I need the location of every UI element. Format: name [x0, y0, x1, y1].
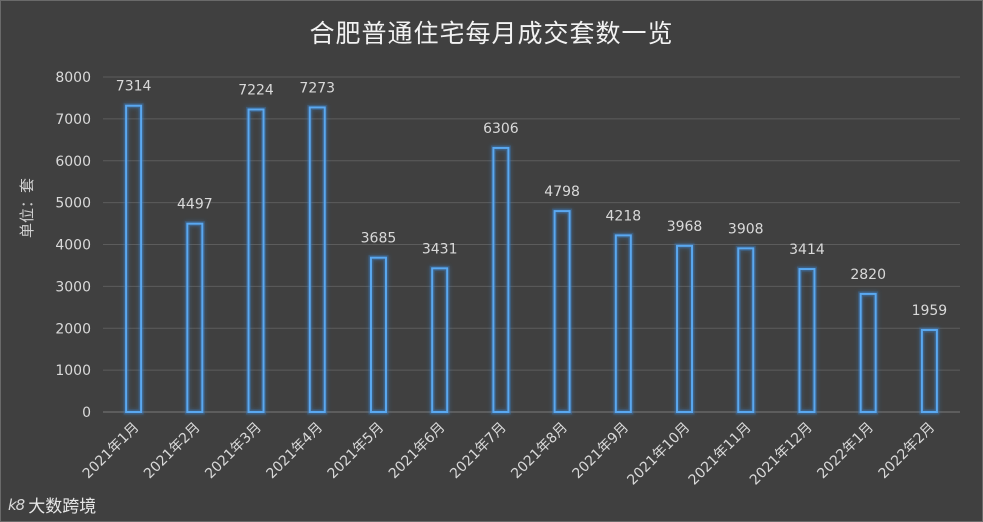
y-tick-labels: 0 1000 2000 3000 4000 5000 6000 7000 8000 [55, 70, 91, 421]
bar-glow [674, 243, 695, 415]
y-tick-label: 3000 [55, 279, 91, 295]
bar [553, 210, 571, 413]
x-tick-label: 2021年12月 [747, 420, 816, 489]
data-label: 1959 [912, 303, 948, 319]
data-labels: 7314 4497 7224 7273 3685 3431 6306 4798 4218 3968… [116, 79, 947, 319]
x-tick-label: 2021年7月 [447, 420, 510, 483]
y-tick-label: 1000 [55, 363, 91, 379]
data-label: 2820 [850, 267, 886, 283]
bar [186, 222, 204, 413]
gridlines [103, 76, 960, 413]
y-tick-label: 7000 [55, 112, 91, 128]
bar [614, 234, 632, 413]
x-tick-label: 2021年11月 [686, 420, 755, 489]
chart-title: 合肥普通住宅每月成交套数一览 [309, 19, 674, 48]
bar [308, 106, 326, 414]
data-label: 4798 [544, 184, 580, 200]
y-tick-label: 8000 [55, 70, 91, 86]
data-label: 3908 [728, 221, 764, 237]
bar [859, 292, 877, 414]
bars [123, 103, 940, 415]
bar-glow [552, 208, 573, 415]
x-tick-label: 2021年9月 [570, 420, 633, 483]
logo-icon: k8 [8, 495, 25, 514]
y-tick-label: 2000 [55, 321, 91, 337]
x-tick-label: 2021年10月 [624, 420, 693, 489]
bar [676, 244, 694, 413]
bar-glow [613, 232, 634, 415]
bar-glow [307, 104, 328, 415]
x-tick-label: 2021年5月 [325, 420, 388, 483]
data-label: 4218 [606, 208, 642, 224]
x-tick-label: 2021年1月 [80, 420, 143, 483]
bar-glow [184, 221, 205, 415]
data-label: 7224 [238, 82, 274, 98]
bar [125, 104, 143, 413]
bar-glow [858, 291, 879, 415]
x-tick-label: 2021年3月 [202, 420, 265, 483]
y-tick-label: 6000 [55, 154, 91, 170]
watermark-logo: k8 大数跨境 [8, 492, 97, 518]
bar [737, 247, 755, 413]
y-tick-label: 4000 [55, 238, 91, 254]
data-label: 6306 [483, 121, 519, 137]
bar [492, 146, 510, 413]
data-label: 3968 [667, 219, 703, 235]
bar-glow [796, 266, 817, 415]
data-label: 7273 [299, 80, 335, 96]
bar-glow [429, 265, 450, 415]
x-tick-label: 2021年2月 [141, 420, 204, 483]
bar [431, 267, 449, 413]
bar [798, 268, 816, 413]
y-tick-label: 5000 [55, 196, 91, 212]
x-tick-label: 2022年2月 [876, 420, 939, 483]
watermark-text: 大数跨境 [28, 497, 97, 517]
x-tick-label: 2022年1月 [814, 420, 877, 483]
bar-glow [368, 255, 389, 415]
bar-glow [246, 106, 267, 415]
data-label: 4497 [177, 197, 213, 213]
x-tick-label: 2021年8月 [508, 420, 571, 483]
x-tick-label: 2021年4月 [263, 420, 326, 483]
bar [920, 328, 938, 414]
bar [369, 256, 387, 413]
x-tick-labels: 2021年1月2021年2月2021年3月2021年4月2021年5月2021年… [80, 420, 938, 489]
y-tick-label: 0 [82, 405, 91, 421]
bar-glow [123, 103, 144, 415]
data-label: 7314 [116, 79, 152, 95]
bar [247, 108, 265, 414]
bar-glow [919, 327, 940, 415]
data-label: 3414 [789, 242, 825, 258]
bar-glow [490, 145, 511, 415]
bar-glow [735, 245, 756, 415]
data-label: 3685 [361, 231, 397, 247]
data-label: 3431 [422, 241, 458, 257]
x-tick-label: 2021年6月 [386, 420, 449, 483]
